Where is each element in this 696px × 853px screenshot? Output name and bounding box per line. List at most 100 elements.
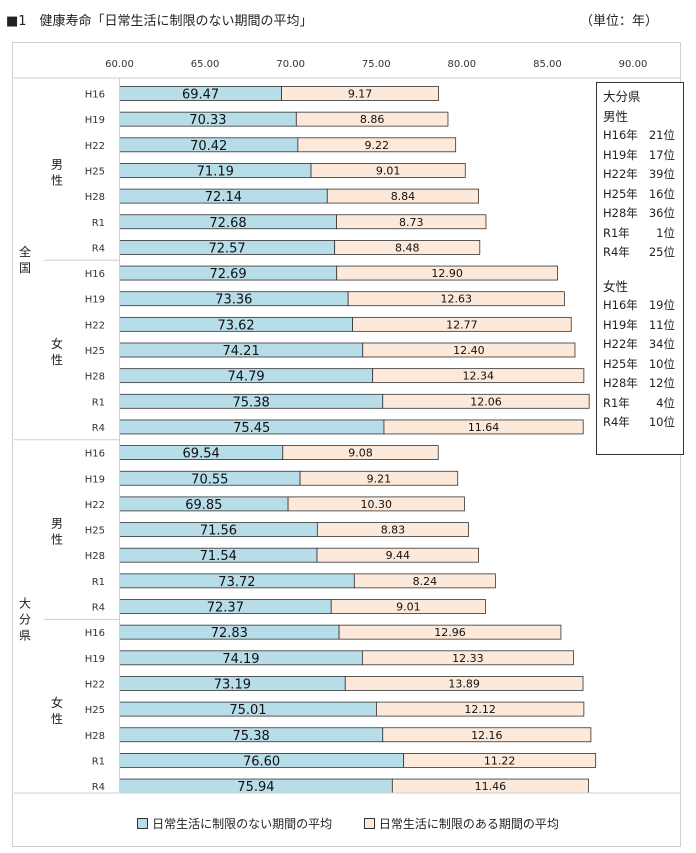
bar-limited (382, 393, 590, 409)
ranking-box: 大分県 男性 H16年 21位 H19年 17位 H22年 39位 H25年 16位 H28年 3… (596, 82, 684, 455)
data-label: 8.73 (399, 216, 424, 229)
data-label: 8.48 (395, 241, 420, 254)
row-label: H16 (85, 449, 105, 460)
ranking-row: R4年 25位 (603, 243, 683, 263)
ranking-row: H25年 16位 (603, 185, 683, 205)
data-label: 12.33 (452, 652, 484, 665)
ranking-year: H28年 (603, 376, 638, 390)
row-label: H25 (85, 705, 105, 716)
ranking-row: H28年 12位 (603, 374, 683, 394)
data-label: 10.30 (361, 498, 393, 511)
legend-label: 日常生活に制限のない期間の平均 (152, 817, 333, 831)
ranking-row: H22年 34位 (603, 335, 683, 355)
data-label: 75.01 (229, 703, 266, 718)
row-label: R1 (92, 577, 105, 588)
ranking-year: H28年 (603, 206, 638, 220)
data-label: 12.77 (446, 318, 478, 331)
data-label: 12.63 (441, 293, 473, 306)
bar-limited (326, 188, 480, 204)
data-label: 69.54 (183, 447, 220, 462)
ranking-row: H19年 11位 (603, 316, 683, 336)
ranking-year: R1年 (603, 395, 630, 410)
data-label: 72.57 (208, 241, 245, 256)
bar-limited (403, 753, 597, 768)
ranking-year: R4年 (603, 415, 630, 429)
x-tick-label: 80.00 (448, 59, 477, 70)
ranking-value: 39位 (648, 167, 675, 181)
bar-limited (376, 701, 585, 717)
sex-group-label: 男性 (51, 157, 63, 187)
row-label: H22 (85, 141, 105, 152)
data-label: 9.21 (367, 472, 392, 485)
row-label: R1 (92, 756, 105, 767)
row-label: H25 (85, 526, 105, 537)
bar-limited (336, 265, 558, 281)
x-tick-label: 90.00 (619, 59, 648, 70)
data-label: 69.85 (185, 498, 222, 513)
bar-limited (287, 496, 465, 512)
ranking-year: H25年 (603, 356, 638, 371)
data-label: 76.60 (243, 754, 280, 769)
ranking-row: H28年 36位 (603, 204, 683, 224)
bar-limited (361, 650, 574, 666)
bar-limited (297, 137, 457, 153)
sex-group-label: 女性 (51, 695, 63, 726)
ranking-year: H19年 (603, 147, 638, 162)
ranking-value: 34位 (648, 337, 675, 351)
row-label: H16 (85, 90, 105, 101)
bar-limited (310, 163, 466, 178)
ranking-year: H22年 (603, 337, 638, 351)
data-label: 75.38 (233, 395, 270, 410)
data-label: 9.22 (365, 139, 390, 152)
row-label: H22 (85, 500, 105, 511)
data-label: 8.83 (381, 524, 406, 537)
row-label: H28 (85, 372, 105, 383)
data-label: 70.55 (191, 472, 228, 487)
ranking-row: H16年 19位 (603, 296, 683, 316)
ranking-title: 大分県 (603, 89, 641, 104)
data-label: 75.38 (233, 729, 270, 744)
legend-swatch (363, 818, 375, 829)
ranking-value: 21位 (648, 128, 675, 142)
data-label: 71.19 (197, 164, 234, 179)
row-label: H28 (85, 731, 105, 742)
ranking-row: R4年 10位 (603, 413, 683, 433)
ranking-value: 25位 (648, 245, 675, 259)
ranking-value: 4位 (656, 395, 675, 410)
ranking-year: R4年 (603, 245, 630, 259)
x-tick-label: 60.00 (105, 59, 134, 70)
bar-limited (330, 599, 486, 614)
ranking-value: 17位 (648, 147, 675, 162)
data-label: 9.44 (386, 549, 411, 562)
bar-limited (382, 727, 592, 743)
x-tick-label: 70.00 (276, 59, 305, 70)
data-label: 74.19 (222, 652, 259, 667)
row-label: R4 (92, 603, 105, 614)
ranking-value: 1位 (656, 225, 675, 240)
ranking-value: 10位 (648, 356, 675, 371)
ranking-year: H16年 (603, 298, 638, 312)
data-label: 11.22 (484, 754, 516, 767)
row-label: H25 (85, 166, 105, 177)
row-label: H19 (85, 474, 105, 485)
data-label: 73.36 (215, 293, 252, 308)
row-label: H19 (85, 654, 105, 665)
row-label: H22 (85, 320, 105, 331)
bar-limited (383, 419, 584, 435)
ranking-list-female: H16年 19位 H19年 11位 H22年 34位 H25年 10位 H28年 12位 R1年 4位… (603, 296, 683, 433)
data-label: 13.89 (448, 677, 480, 690)
row-label: H28 (85, 551, 105, 562)
ranking-year: H22年 (603, 167, 638, 181)
row-label: R1 (92, 397, 105, 408)
ranking-value: 12位 (648, 376, 675, 390)
legend-swatch (137, 818, 149, 829)
ranking-value: 19位 (648, 298, 675, 312)
ranking-year: H16年 (603, 128, 638, 142)
ranking-row: H19年 17位 (603, 146, 683, 166)
data-label: 70.42 (190, 139, 227, 154)
legend-item: 日常生活に制限のない期間の平均 (137, 815, 332, 832)
row-label: H19 (85, 295, 105, 306)
data-label: 9.01 (396, 601, 421, 614)
ranking-value: 16位 (648, 186, 675, 201)
